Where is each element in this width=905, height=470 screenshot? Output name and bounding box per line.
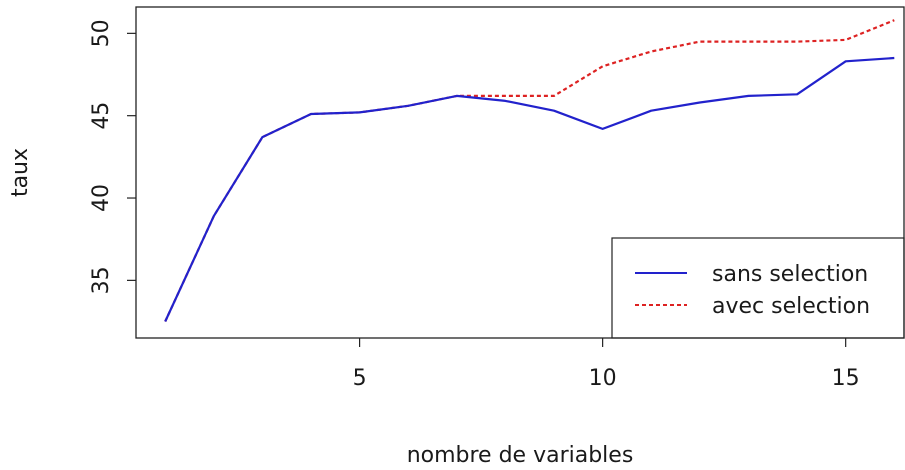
y-tick-label: 40 [89,184,114,212]
x-axis: 5 10 15 [353,338,860,391]
x-tick-label: 5 [353,366,367,391]
y-tick-label: 50 [89,19,114,47]
y-axis: 35 40 45 50 [89,19,136,294]
series-line-1 [164,56,895,322]
x-tick-label: 10 [589,366,617,391]
series-line-2 [164,19,895,322]
y-axis-title: taux [8,148,33,197]
legend-box [611,237,905,339]
legend-label-2: avec selection [712,294,870,319]
legend-label-1: sans selection [712,262,868,287]
y-tick-label: 35 [89,266,114,294]
plot-area [164,19,895,322]
y-tick-label: 45 [89,102,114,130]
x-tick-label: 15 [832,366,860,391]
plot-frame [135,6,905,339]
x-axis-title: nombre de variables [407,443,634,468]
legend: sans selection avec selection [611,237,905,339]
